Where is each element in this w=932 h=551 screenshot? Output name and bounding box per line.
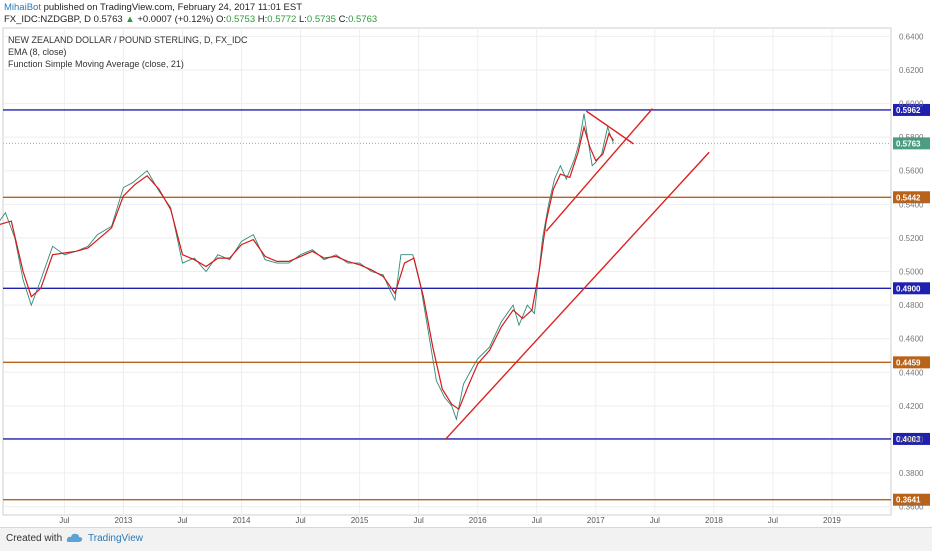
x-tick-label: Jul bbox=[59, 516, 69, 525]
series-lines bbox=[0, 113, 614, 422]
level-label-bg bbox=[893, 356, 930, 369]
y-tick-label: 0.6000 bbox=[899, 100, 924, 109]
open-value: 0.5753 bbox=[226, 14, 256, 25]
y-tick-label: 0.4600 bbox=[899, 335, 924, 344]
level-label: 0.5442 bbox=[896, 193, 921, 202]
change-value: +0.0007 (+0.12%) bbox=[137, 14, 214, 25]
y-tick-label: 0.5400 bbox=[899, 200, 924, 209]
y-tick-label: 0.5800 bbox=[899, 133, 924, 142]
high-label: H: bbox=[257, 14, 268, 25]
y-tick-label: 0.6400 bbox=[899, 32, 924, 41]
tradingview-cloud-icon bbox=[66, 533, 83, 542]
trendline[interactable] bbox=[585, 110, 634, 145]
close-value: 0.5763 bbox=[348, 14, 378, 25]
horizontal-levels: 0.5962 0.5442 0.4900 0.4459 0.4003 0.3641 0.57… bbox=[3, 103, 930, 506]
y-tick-label: 0.6200 bbox=[899, 66, 924, 75]
last-price-label: 0.5763 bbox=[896, 139, 921, 148]
level-label: 0.5962 bbox=[896, 106, 921, 115]
y-tick-label: 0.4800 bbox=[899, 301, 924, 310]
series-line-1 bbox=[0, 124, 614, 411]
change-up-icon: ▲ bbox=[125, 14, 135, 25]
series-line-0 bbox=[0, 113, 614, 422]
x-tick-label: 2014 bbox=[233, 516, 251, 525]
legend-title: NEW ZEALAND DOLLAR / POUND STERLING, D, … bbox=[8, 35, 248, 45]
trendline[interactable] bbox=[445, 151, 710, 440]
footer-bar: Created with TradingView bbox=[0, 527, 932, 551]
x-tick-label: Jul bbox=[295, 516, 305, 525]
trendline[interactable] bbox=[545, 108, 653, 232]
level-label-bg bbox=[893, 493, 930, 506]
legend-sma: Function Simple Moving Average (close, 2… bbox=[8, 59, 184, 69]
y-tick-label: 0.4000 bbox=[899, 435, 924, 444]
x-tick-label: Jul bbox=[414, 516, 424, 525]
y-axis[interactable]: 0.6400 0.6200 0.6000 0.5800 0.5600 0.5400 0.52… bbox=[899, 32, 924, 511]
open-label: O: bbox=[216, 14, 227, 25]
publish-line: MihaiBot published on TradingView.com, F… bbox=[4, 2, 302, 14]
last-price-value: 0.5763 bbox=[93, 14, 123, 25]
level-label: 0.4900 bbox=[896, 284, 921, 293]
level-label-bg bbox=[893, 191, 930, 204]
x-tick-label: 2018 bbox=[705, 516, 723, 525]
y-tick-label: 0.4400 bbox=[899, 368, 924, 377]
x-axis[interactable]: Jul 2013 Jul 2014 Jul 2015 Jul 2016 Jul 2017 Jul 20… bbox=[59, 516, 841, 525]
level-label-bg bbox=[893, 282, 930, 295]
level-label-bg bbox=[893, 432, 930, 445]
y-tick-label: 0.4200 bbox=[899, 402, 924, 411]
x-tick-label: 2016 bbox=[469, 516, 487, 525]
quote-line: FX_IDC:NZDGBP, D 0.5763 ▲ +0.0007 (+0.12… bbox=[4, 14, 377, 26]
x-tick-label: Jul bbox=[177, 516, 187, 525]
x-tick-label: 2013 bbox=[115, 516, 133, 525]
x-tick-label: 2015 bbox=[351, 516, 369, 525]
high-value: 0.5772 bbox=[267, 14, 297, 25]
created-with-text: Created with bbox=[6, 533, 63, 544]
chart-legend: NEW ZEALAND DOLLAR / POUND STERLING, D, … bbox=[8, 35, 248, 69]
low-value: 0.5735 bbox=[306, 14, 336, 25]
level-label-bg bbox=[893, 103, 930, 116]
y-tick-label: 0.5000 bbox=[899, 268, 924, 277]
x-tick-label: Jul bbox=[650, 516, 660, 525]
x-tick-label: Jul bbox=[768, 516, 778, 525]
level-label: 0.4459 bbox=[896, 358, 921, 367]
y-tick-label: 0.5200 bbox=[899, 234, 924, 243]
author-link[interactable]: MihaiBot bbox=[4, 2, 41, 13]
price-chart[interactable]: 0.5962 0.5442 0.4900 0.4459 0.4003 0.3641 0.57… bbox=[0, 0, 932, 527]
tradingview-brand[interactable]: TradingView bbox=[88, 533, 144, 544]
level-label: 0.3641 bbox=[896, 496, 921, 505]
low-label: L: bbox=[298, 14, 307, 25]
x-tick-label: 2017 bbox=[587, 516, 605, 525]
y-tick-label: 0.3600 bbox=[899, 503, 924, 512]
legend-ema: EMA (8, close) bbox=[8, 47, 67, 57]
x-tick-label: 2019 bbox=[823, 516, 841, 525]
publish-text: published on TradingView.com, February 2… bbox=[43, 2, 303, 13]
y-tick-label: 0.3800 bbox=[899, 469, 924, 478]
chart-header: MihaiBot published on TradingView.com, F… bbox=[0, 0, 932, 28]
symbol-label: FX_IDC:NZDGBP, D bbox=[4, 14, 91, 25]
level-label: 0.4003 bbox=[896, 435, 921, 444]
close-label: C: bbox=[338, 14, 349, 25]
y-tick-label: 0.5600 bbox=[899, 167, 924, 176]
trendlines bbox=[445, 108, 710, 440]
x-tick-label: Jul bbox=[532, 516, 542, 525]
last-price-label-bg bbox=[893, 137, 930, 150]
